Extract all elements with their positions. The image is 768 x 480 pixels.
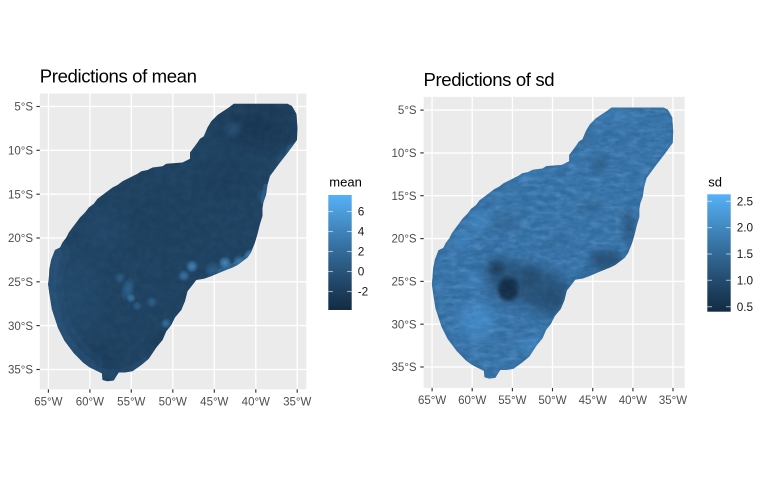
svg-text:65°W: 65°W xyxy=(418,395,446,407)
svg-text:35°S: 35°S xyxy=(392,362,417,374)
svg-text:15°S: 15°S xyxy=(392,191,417,203)
svg-text:45°W: 45°W xyxy=(579,395,607,407)
svg-text:35°S: 35°S xyxy=(8,365,33,377)
svg-text:10°S: 10°S xyxy=(392,148,417,160)
svg-text:50°W: 50°W xyxy=(159,397,187,409)
svg-text:5°S: 5°S xyxy=(14,102,33,114)
svg-text:1.0: 1.0 xyxy=(737,273,754,287)
svg-text:20°S: 20°S xyxy=(392,234,417,246)
svg-text:sd: sd xyxy=(708,175,722,190)
svg-text:2.5: 2.5 xyxy=(737,194,754,208)
svg-text:30°S: 30°S xyxy=(392,319,417,331)
svg-text:Predictions of mean: Predictions of mean xyxy=(40,66,197,87)
svg-text:40°W: 40°W xyxy=(242,397,270,409)
svg-text:2.0: 2.0 xyxy=(737,221,754,235)
svg-text:60°W: 60°W xyxy=(76,397,104,409)
svg-text:2: 2 xyxy=(358,245,365,259)
svg-text:20°S: 20°S xyxy=(8,233,33,245)
svg-text:60°W: 60°W xyxy=(458,395,486,407)
svg-text:40°W: 40°W xyxy=(619,395,647,407)
svg-text:45°W: 45°W xyxy=(200,397,228,409)
svg-text:15°S: 15°S xyxy=(8,189,33,201)
svg-text:35°W: 35°W xyxy=(283,397,311,409)
svg-text:1.5: 1.5 xyxy=(737,247,754,261)
svg-text:25°S: 25°S xyxy=(8,277,33,289)
svg-text:-2: -2 xyxy=(358,285,369,299)
svg-text:0.5: 0.5 xyxy=(737,300,754,314)
svg-text:25°S: 25°S xyxy=(392,277,417,289)
svg-text:35°W: 35°W xyxy=(659,395,687,407)
svg-text:4: 4 xyxy=(358,225,365,239)
svg-text:55°W: 55°W xyxy=(117,397,145,409)
svg-text:5°S: 5°S xyxy=(398,105,417,117)
svg-text:50°W: 50°W xyxy=(538,395,566,407)
svg-text:55°W: 55°W xyxy=(498,395,526,407)
svg-text:65°W: 65°W xyxy=(34,397,62,409)
svg-text:6: 6 xyxy=(358,205,365,219)
svg-text:mean: mean xyxy=(329,175,362,190)
svg-text:Predictions of sd: Predictions of sd xyxy=(424,69,555,90)
svg-text:10°S: 10°S xyxy=(8,145,33,157)
svg-text:0: 0 xyxy=(358,265,365,279)
svg-text:30°S: 30°S xyxy=(8,321,33,333)
